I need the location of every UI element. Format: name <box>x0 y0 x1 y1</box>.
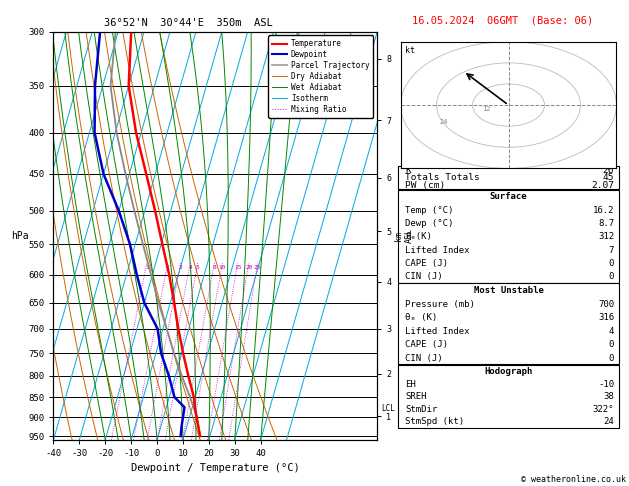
Text: Lifted Index: Lifted Index <box>405 245 470 255</box>
Text: 0: 0 <box>609 259 614 268</box>
Text: 700: 700 <box>598 300 614 309</box>
Text: Mixing Ratio (g/kg): Mixing Ratio (g/kg) <box>399 270 408 365</box>
Text: 38: 38 <box>603 393 614 401</box>
Text: 4: 4 <box>609 327 614 336</box>
Text: 3: 3 <box>179 265 182 270</box>
Text: © weatheronline.co.uk: © weatheronline.co.uk <box>521 475 626 484</box>
Text: 0: 0 <box>609 272 614 281</box>
Text: 316: 316 <box>598 313 614 322</box>
Text: Lifted Index: Lifted Index <box>405 327 470 336</box>
Text: Totals Totals: Totals Totals <box>405 174 480 182</box>
Text: -10: -10 <box>598 380 614 389</box>
Text: 26: 26 <box>603 166 614 175</box>
Text: Dewp (°C): Dewp (°C) <box>405 219 454 228</box>
Text: Temp (°C): Temp (°C) <box>405 206 454 215</box>
Text: CAPE (J): CAPE (J) <box>405 340 448 349</box>
Text: 24: 24 <box>603 417 614 426</box>
Bar <box>398 166 619 189</box>
Text: 4: 4 <box>188 265 192 270</box>
Text: Most Unstable: Most Unstable <box>474 286 543 295</box>
Text: 2: 2 <box>166 265 170 270</box>
Y-axis label: km
ASL: km ASL <box>394 228 413 243</box>
Text: StmSpd (kt): StmSpd (kt) <box>405 417 464 426</box>
Text: 0: 0 <box>609 340 614 349</box>
Text: K: K <box>405 166 411 175</box>
Text: SREH: SREH <box>405 393 427 401</box>
Text: PW (cm): PW (cm) <box>405 181 445 190</box>
Legend: Temperature, Dewpoint, Parcel Trajectory, Dry Adiabat, Wet Adiabat, Isotherm, Mi: Temperature, Dewpoint, Parcel Trajectory… <box>268 35 374 118</box>
Text: θₑ(K): θₑ(K) <box>405 232 432 241</box>
Bar <box>398 190 619 283</box>
Text: 0: 0 <box>609 354 614 363</box>
Text: 1: 1 <box>145 265 148 270</box>
Text: 2.07: 2.07 <box>591 181 614 190</box>
Text: hPa: hPa <box>11 231 29 241</box>
Text: 15: 15 <box>234 265 242 270</box>
Text: CIN (J): CIN (J) <box>405 354 443 363</box>
Text: 16.2: 16.2 <box>593 206 614 215</box>
Text: θₑ (K): θₑ (K) <box>405 313 438 322</box>
Text: 5: 5 <box>196 265 199 270</box>
Text: 312: 312 <box>598 232 614 241</box>
Text: 8.7: 8.7 <box>598 219 614 228</box>
Text: 7: 7 <box>609 245 614 255</box>
Text: Surface: Surface <box>490 192 527 201</box>
Text: CAPE (J): CAPE (J) <box>405 259 448 268</box>
Text: 20: 20 <box>245 265 253 270</box>
Text: 45: 45 <box>603 174 614 182</box>
Text: 16.05.2024  06GMT  (Base: 06): 16.05.2024 06GMT (Base: 06) <box>412 16 593 25</box>
Text: Pressure (mb): Pressure (mb) <box>405 300 475 309</box>
Text: 8: 8 <box>213 265 216 270</box>
Text: EH: EH <box>405 380 416 389</box>
Text: 10: 10 <box>219 265 226 270</box>
X-axis label: Dewpoint / Temperature (°C): Dewpoint / Temperature (°C) <box>131 464 300 473</box>
Text: 25: 25 <box>254 265 262 270</box>
Text: kt: kt <box>405 46 415 54</box>
Bar <box>398 283 619 364</box>
Text: CIN (J): CIN (J) <box>405 272 443 281</box>
Text: LCL: LCL <box>381 404 395 413</box>
Bar <box>398 365 619 428</box>
Text: 36°52'N  30°44'E  350m  ASL: 36°52'N 30°44'E 350m ASL <box>104 18 273 28</box>
Text: 12: 12 <box>482 106 491 112</box>
Text: 24: 24 <box>440 119 448 125</box>
Text: 322°: 322° <box>593 405 614 414</box>
Text: Hodograph: Hodograph <box>484 367 533 377</box>
Text: StmDir: StmDir <box>405 405 438 414</box>
